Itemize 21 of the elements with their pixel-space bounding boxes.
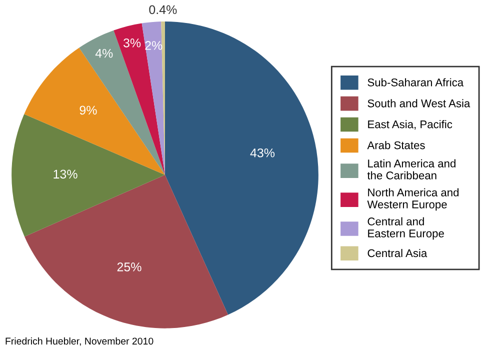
data-label: 25% [117,262,142,272]
pie-slice [12,114,165,237]
pie-slice [114,23,165,175]
text: Friedrich Huebler, November 2010 [6,337,154,346]
data-label: 13% [54,170,78,179]
data-label: 43% [250,148,275,158]
legend-label: Sub-Saharan Africa [368,78,464,86]
data-label: 4% [95,48,113,58]
pie-slice [79,30,165,175]
legend-label: Arab States [367,141,425,150]
data-label: 0.4% [149,5,177,14]
pie-slice [165,21,318,315]
data-label: 3% [123,38,141,48]
pie-slice [142,22,165,175]
data-label: 9% [80,106,97,115]
legend-label: Central Asia [368,248,428,258]
legend-label: Latin America and the Caribbean [367,159,456,180]
legend-label: North America and Western Europe [367,188,459,211]
legend-label: South and West Asia [368,99,470,108]
legend-label: Central and Eastern Europe [368,217,444,240]
legend-label: East Asia, Pacific [368,120,452,130]
